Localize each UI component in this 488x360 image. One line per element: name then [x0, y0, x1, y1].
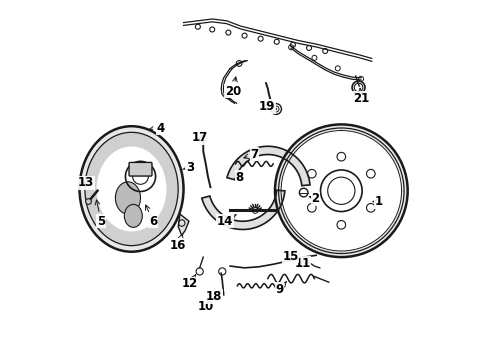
Text: 7: 7: [244, 148, 258, 161]
Text: 13: 13: [78, 176, 94, 189]
Text: 19: 19: [258, 100, 274, 113]
Text: 2: 2: [309, 192, 319, 205]
Text: 3: 3: [183, 161, 194, 174]
Ellipse shape: [124, 204, 142, 227]
FancyBboxPatch shape: [129, 162, 152, 176]
Ellipse shape: [115, 182, 140, 214]
Text: 14: 14: [216, 215, 236, 228]
Text: 12: 12: [182, 274, 198, 291]
Text: 16: 16: [170, 234, 186, 252]
Polygon shape: [178, 214, 188, 235]
Text: 11: 11: [294, 257, 310, 270]
Text: 8: 8: [235, 171, 244, 184]
Text: 6: 6: [145, 205, 157, 228]
Text: 15: 15: [282, 249, 298, 262]
Text: 20: 20: [224, 77, 241, 98]
Text: 10: 10: [198, 298, 218, 313]
Polygon shape: [281, 131, 401, 251]
Polygon shape: [274, 125, 407, 257]
Ellipse shape: [85, 132, 178, 246]
Polygon shape: [202, 190, 285, 229]
Text: 21: 21: [352, 88, 368, 105]
Ellipse shape: [96, 147, 166, 231]
Text: 9: 9: [275, 282, 286, 296]
Text: 5: 5: [95, 200, 105, 228]
Text: 1: 1: [372, 195, 382, 208]
Polygon shape: [226, 146, 309, 186]
Text: 4: 4: [148, 122, 164, 135]
Text: 18: 18: [205, 289, 222, 303]
Text: 17: 17: [191, 131, 207, 144]
Circle shape: [85, 199, 91, 204]
Ellipse shape: [80, 126, 183, 252]
